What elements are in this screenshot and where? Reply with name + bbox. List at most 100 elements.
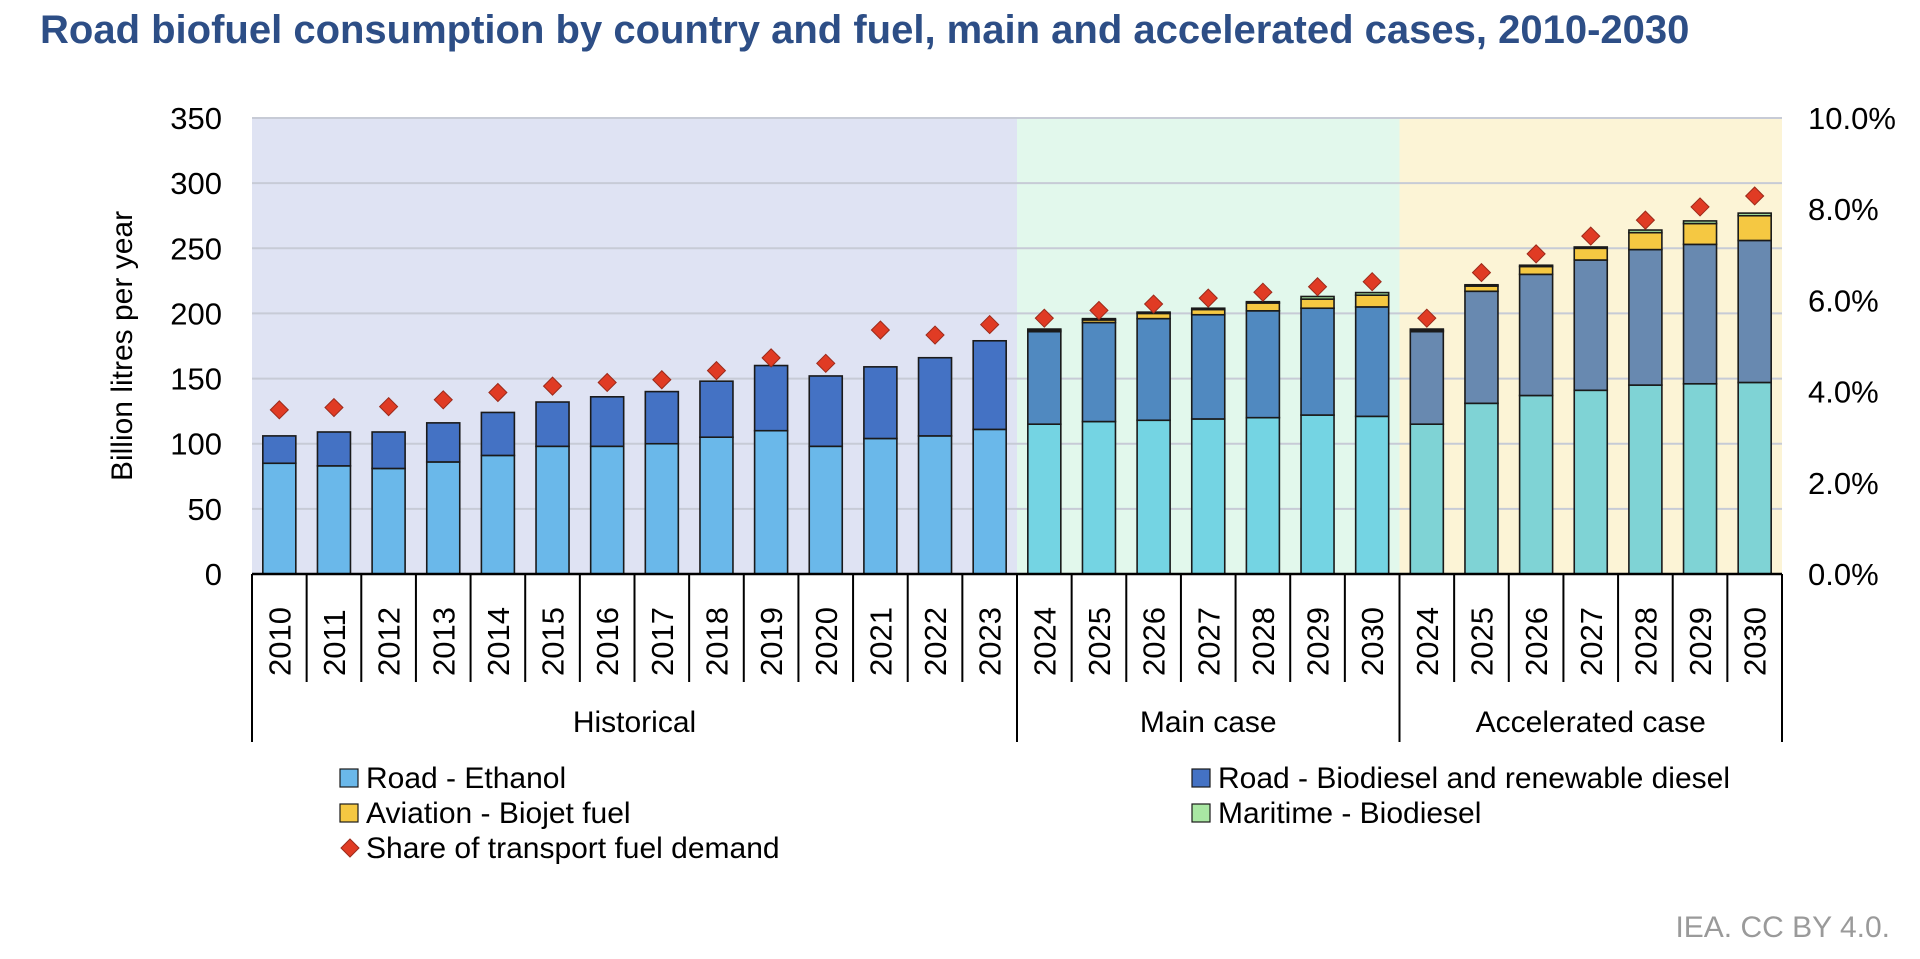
x-tick-label: 2020 (809, 607, 844, 676)
y-tick-label: 300 (170, 166, 222, 201)
x-tick-label: 2030 (1738, 607, 1773, 676)
y-tick-label: 0 (205, 557, 222, 592)
bar-segment (1354, 291, 1390, 296)
x-tick-label: 2025 (1464, 607, 1499, 676)
legend-swatch (339, 803, 359, 823)
x-tick-label: 2012 (372, 607, 407, 676)
y2-tick-label: 4.0% (1808, 375, 1879, 410)
bar-segment (1737, 212, 1772, 217)
x-tick-label: 2021 (863, 607, 898, 676)
bar-segment (753, 429, 789, 575)
bar-segment (753, 364, 789, 432)
share-marker (324, 397, 344, 418)
share-marker (1690, 197, 1710, 217)
share-marker (1417, 308, 1437, 328)
bar-segment (480, 411, 516, 457)
bar-segment (1628, 384, 1663, 575)
bar-segment (316, 431, 352, 467)
x-tick-label: 2022 (918, 607, 953, 676)
share-marker (1143, 294, 1164, 314)
bar-segment (1737, 239, 1772, 384)
bar-segment (1245, 416, 1281, 575)
x-tick-label: 2029 (1301, 607, 1336, 676)
bar-segment (917, 356, 953, 437)
x-tick-label: 2027 (1574, 607, 1609, 676)
bar-segment (1464, 290, 1499, 405)
share-marker (706, 360, 727, 381)
y-axis-label: Billion litres per year (106, 211, 139, 481)
bar-segment (1518, 264, 1554, 268)
credit-text: IEA. CC BY 4.0. (1675, 911, 1890, 944)
x-tick-label: 2026 (1519, 607, 1554, 676)
bar-segment (316, 465, 352, 575)
x-tick-label: 2024 (1027, 607, 1062, 676)
share-marker (1034, 308, 1055, 328)
bar-segment (808, 375, 844, 448)
x-tick-label: 2028 (1628, 607, 1663, 676)
group-background (252, 118, 1017, 574)
bar-segment (1682, 382, 1718, 575)
share-marker (378, 396, 399, 417)
x-tick-label: 2016 (590, 607, 625, 676)
share-marker (1362, 271, 1382, 292)
share-marker (597, 372, 617, 393)
bar-segment (1628, 248, 1663, 386)
share-marker (979, 314, 1000, 335)
bar-segment (1354, 294, 1390, 308)
bar-segment (1518, 273, 1554, 397)
share-marker (1089, 300, 1109, 321)
bar-segment (1518, 394, 1554, 575)
bar-segment (1354, 306, 1390, 418)
share-marker (870, 320, 891, 340)
x-tick-label: 2017 (645, 607, 680, 676)
x-tick-label: 2028 (1246, 607, 1281, 676)
x-tick-label: 2011 (317, 609, 352, 676)
bar-segment (1081, 420, 1117, 575)
bar-segment (863, 437, 898, 575)
x-tick-label: 2027 (1191, 607, 1226, 676)
x-tick-label: 2024 (1410, 607, 1445, 676)
bar-segment (1300, 298, 1335, 310)
bar-segment (808, 445, 844, 575)
bar-segment (480, 454, 516, 575)
bar-segment (371, 431, 406, 470)
bar-segment (1518, 265, 1554, 276)
bar-segment (262, 462, 297, 575)
x-tick-label: 2030 (1355, 607, 1390, 676)
bar-segment (371, 467, 406, 575)
bar-segment (589, 396, 625, 448)
bar-segment (644, 442, 680, 575)
bar-segment (1027, 423, 1062, 575)
bar-segment (589, 445, 625, 575)
bar-segment (699, 380, 734, 439)
bar-segment (1300, 414, 1335, 575)
x-tick-label: 2013 (426, 607, 461, 676)
bar-segment (1300, 307, 1335, 416)
share-marker (1471, 262, 1492, 283)
share-marker (652, 370, 672, 390)
bar-segment (1081, 321, 1117, 423)
legend-swatch (1191, 768, 1211, 788)
legend-label: Maritime - Biodiesel (1218, 797, 1481, 830)
bar-segment (1409, 330, 1445, 425)
bar-segment (863, 366, 898, 440)
x-tick-label: 2029 (1683, 607, 1718, 676)
group-label: Historical (573, 706, 696, 739)
share-marker (761, 348, 781, 368)
y2-tick-label: 2.0% (1808, 466, 1879, 501)
y-tick-label: 250 (170, 231, 222, 266)
bar-segment (1573, 246, 1609, 250)
x-tick-label: 2019 (754, 607, 789, 676)
bar-segment (1573, 259, 1609, 392)
bar-segment (1682, 220, 1718, 225)
y-tick-label: 200 (170, 296, 222, 331)
share-marker (542, 376, 563, 396)
bar-segment (917, 435, 953, 575)
chart-title: Road biofuel consumption by country and … (40, 8, 1690, 52)
share-marker (1253, 282, 1273, 302)
x-tick-label: 2014 (481, 607, 516, 676)
bar-segment (699, 436, 734, 575)
legend-marker (340, 838, 360, 858)
legend-label: Road - Biodiesel and renewable diesel (1218, 762, 1730, 795)
